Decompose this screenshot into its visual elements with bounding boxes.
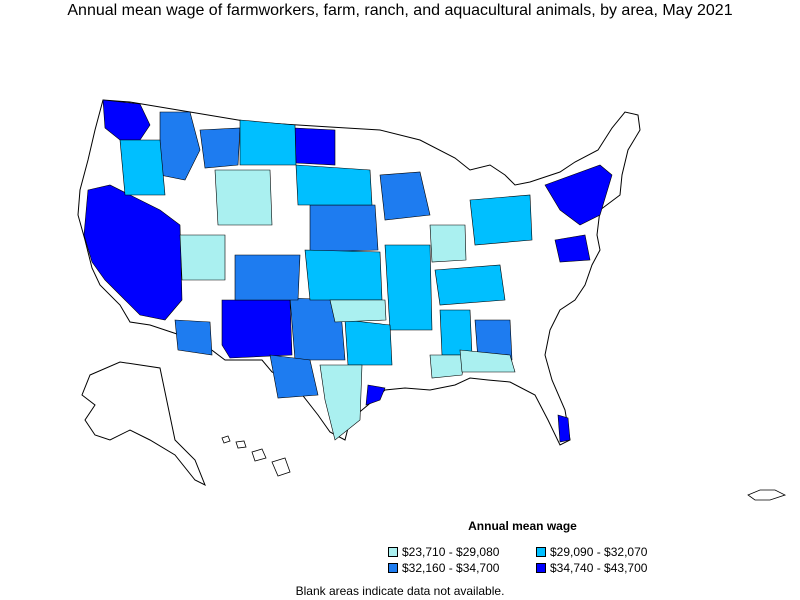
region-ia-il [379,171,431,221]
region-or [119,139,166,196]
legend-item-4: $34,740 - $43,700 [536,561,684,575]
map-title: Annual mean wage of farmworkers, farm, r… [67,2,733,19]
alaska-shape [81,361,206,487]
region-nd [294,127,336,166]
region-ks-ne [309,204,379,253]
regions-pale [179,169,516,441]
region-tx-south [319,364,363,441]
region-in [429,224,467,263]
region-tx-central [344,319,393,366]
legend-title: Annual mean wage [468,519,577,533]
legend-swatch-4 [536,563,546,573]
region-fl-east [557,414,571,443]
region-ga-al [474,319,513,361]
regions-dark-blue [83,99,613,443]
region-tx-coast [365,384,386,406]
region-mi-oh [469,194,533,246]
region-ms [439,309,473,356]
regions-light-blue [119,119,533,366]
legend-label-3: $32,160 - $34,700 [402,561,500,575]
hawaii-shape [221,435,291,477]
region-tn-ky [434,264,506,306]
region-ks-ok [304,249,383,301]
region-va [554,234,591,263]
legend-swatch-3 [388,563,398,573]
legend-label-1: $23,710 - $29,080 [402,545,500,559]
region-sd-ne [295,164,373,206]
puerto-rico-shape [747,489,787,501]
region-ok [329,299,387,323]
region-mt-east [239,119,297,166]
region-mo-ar [384,244,433,331]
legend: $23,710 - $29,080 $29,090 - $32,070 $32,… [388,545,688,575]
region-al-fl [459,349,516,373]
region-wy [214,169,273,226]
region-ut [179,234,226,281]
region-la [429,354,466,379]
regions-medium-blue [159,111,513,399]
region-mt-west [199,127,241,169]
legend-item-3: $32,160 - $34,700 [388,561,536,575]
region-tx-west [269,354,319,399]
region-nm [221,299,293,359]
legend-item-2: $29,090 - $32,070 [536,545,684,559]
legend-swatch-1 [388,547,398,557]
legend-label-2: $29,090 - $32,070 [550,545,648,559]
legend-label-4: $34,740 - $43,700 [550,561,648,575]
region-northeast [544,164,613,226]
legend-swatch-2 [536,547,546,557]
footnote: Blank areas indicate data not available. [295,584,505,598]
region-co [234,254,301,301]
region-az-south [174,319,213,356]
legend-item-1: $23,710 - $29,080 [388,545,536,559]
